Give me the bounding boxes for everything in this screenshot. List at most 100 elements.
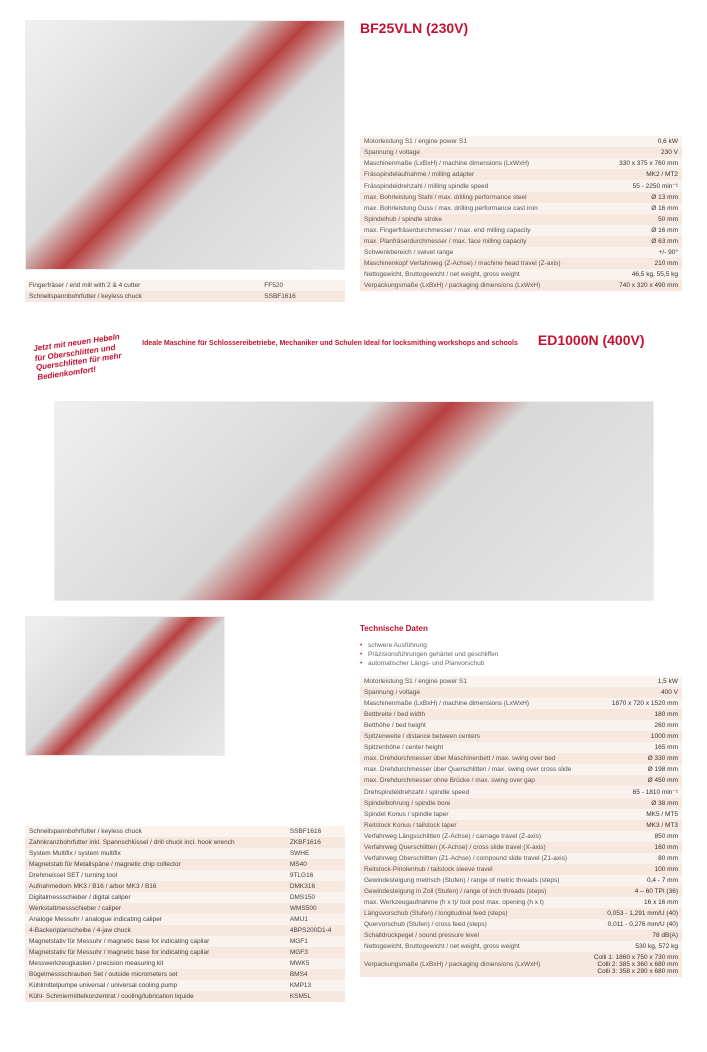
spec-label: Spindelhub / spindle stroke (360, 214, 603, 225)
spec-row: Frässpindeldrehzahl / milling spindle sp… (360, 180, 682, 192)
spec-value: Ø 13 mm (603, 192, 682, 203)
accessory-row: 4-Backenplanscheibe / 4-jaw chuck4BPS200… (25, 925, 345, 936)
accessory-label: Messwerkzeugkasten / precision measuring… (25, 958, 270, 969)
spec-row: Bettbreite / bed width180 mm (360, 709, 682, 720)
spec-label: Maschinenmaße (LxBxH) / machine dimensio… (360, 158, 603, 169)
spec-value: 55 - 2250 min⁻¹ (603, 180, 682, 192)
spec-value: 160 mm (585, 842, 682, 853)
spec-value: Ø 450 mm (585, 775, 682, 786)
spec-label: Gewindesteigung metrisch (Stufen) / rang… (360, 875, 585, 886)
spec-label: max. Drehdurchmesser über Querschlitten … (360, 764, 585, 775)
accessory-code: SSBF1616 (244, 291, 345, 302)
spec-row: Gewindesteigung in Zoll (Stufen) / range… (360, 886, 682, 897)
accessory-label: Zahnkranzbohrfutter inkl. Spannschlüssel… (25, 837, 270, 848)
spec-row: Reitstock Konus / tailstock taperMK3 / M… (360, 820, 682, 831)
spec-row: max. Werkzeugaufnahme (h x t)/ tool post… (360, 897, 682, 908)
spec-row: Maschinenmaße (LxBxH) / machine dimensio… (360, 698, 682, 709)
accessory-code: KMP13 (270, 980, 345, 991)
accessory-label: Drehmeissel SET / turning tool (25, 870, 270, 881)
spec-row: Quervorschub (Stufen) / cross feed (step… (360, 919, 682, 930)
accessory-code: SWHE (270, 848, 345, 859)
spec-row: Maschinenmaße (LxBxH) / machine dimensio… (360, 158, 682, 169)
accessory-row: Drehmeissel SET / turning tool9TLG16 (25, 870, 345, 881)
spec-label: Maschinenkopf Verfahrweg (Z-Achse) / mac… (360, 258, 603, 269)
accessory-code: MGF3 (270, 947, 345, 958)
spec-label: Längsvorschub (Stufen) / longitudinal fe… (360, 908, 585, 919)
accessory-row: Zahnkranzbohrfutter inkl. Spannschlüssel… (25, 837, 345, 848)
accessory-label: Schnellspannbohrfutter / keyless chuck (25, 826, 270, 837)
spec-row: Nettogewicht, Bruttogewicht / net weight… (360, 941, 682, 952)
spec-row: Drehspindeldrehzahl / spindle speed65 - … (360, 786, 682, 798)
spec-label: Spindel Konus / spindle taper (360, 809, 585, 820)
accessory-row: System Multifix / system multifixSWHE (25, 848, 345, 859)
spec-value: Ø 38 mm (585, 798, 682, 809)
spec-row: Spannung / voltage400 V (360, 687, 682, 698)
spec-label: Nettogewicht, Bruttogewicht / net weight… (360, 941, 585, 952)
spec-value: MK3 / MT3 (585, 820, 682, 831)
product-section-1: Fingerfräser / end mill with 2 & 4 cutte… (25, 20, 682, 302)
accessory-row: Kühl- Schmiermittelkonzentrat / cooling/… (25, 991, 345, 1002)
spec-label: Spannung / voltage (360, 147, 603, 158)
spec-value: 850 mm (585, 831, 682, 842)
accessory-row: Schnellspannbohrfutter / keyless chuckSS… (25, 826, 345, 837)
spec-row: Verpackungsmaße (LxBxH) / packaging dime… (360, 280, 682, 291)
accessory-row: Kühlmittelpumpe universal / universal co… (25, 980, 345, 991)
spec-value: 210 mm (603, 258, 682, 269)
spec-row: max. Drehdurchmesser über Querschlitten … (360, 764, 682, 775)
spec-label: Gewindesteigung in Zoll (Stufen) / range… (360, 886, 585, 897)
spec-value: 260 mm (585, 720, 682, 731)
spec-label: max. Drehdurchmesser ohne Brücke / max. … (360, 775, 585, 786)
product-section-2: Jetzt mit neuen Hebelnfür Oberschlitten … (25, 332, 682, 1002)
spec-value: Ø 63 mm (603, 236, 682, 247)
spec-label: Reitstock Konus / tailstock taper (360, 820, 585, 831)
spec-value: 0,6 kW (603, 136, 682, 147)
spec-value: 530 kg, 572 kg (585, 941, 682, 952)
spec-row: Frässpindelaufnahme / milling adapterMK2… (360, 169, 682, 180)
spec-value: Ø 198 mm (585, 764, 682, 775)
product1-specs-table: Motorleistung S1 / engine power S10,6 kW… (360, 136, 682, 291)
spec-label: Frässpindelaufnahme / milling adapter (360, 169, 603, 180)
product2-left-column: Schnellspannbohrfutter / keyless chuckSS… (25, 616, 345, 1002)
spec-value: 46,5 kg, 55,5 kg (603, 269, 682, 280)
accessory-label: Werkstattmessschieber / caliper (25, 903, 270, 914)
spec-label: Spannung / voltage (360, 687, 585, 698)
spec-label: Quervorschub (Stufen) / cross feed (step… (360, 919, 585, 930)
spec-label: Betthöhe / bed height (360, 720, 585, 731)
product1-image (25, 20, 345, 270)
spec-value: 740 x 320 x 490 mm (603, 280, 682, 291)
spec-label: Motorleistung S1 / engine power S1 (360, 676, 585, 687)
accessory-label: Digitalmessschieber / digital caliper (25, 892, 270, 903)
accessory-row: Magnetstab für Metallspäne / magnetic ch… (25, 859, 345, 870)
spec-value: 1,5 kW (585, 676, 682, 687)
spec-value: Ø 330 mm (585, 753, 682, 764)
accessory-code: FF520 (244, 280, 345, 291)
spec-label: Verpackungsmaße (LxBxH) / packaging dime… (360, 952, 585, 977)
spec-label: max. Fingerfräserdurchmesser / max. end … (360, 225, 603, 236)
spec-row: Spitzenhöhe / center height165 mm (360, 742, 682, 753)
feature-item: Präzisionsführungen gehärtet und geschli… (360, 650, 682, 659)
spec-row: Maschinenkopf Verfahrweg (Z-Achse) / mac… (360, 258, 682, 269)
catalog-page: Fingerfräser / end mill with 2 & 4 cutte… (0, 0, 707, 1052)
product2-accessories-table: Schnellspannbohrfutter / keyless chuckSS… (25, 826, 345, 1002)
product1-title: BF25VLN (230V) (360, 20, 682, 36)
accessory-label: Kühl- Schmiermittelkonzentrat / cooling/… (25, 991, 270, 1002)
product2-image-large (54, 401, 654, 601)
spec-value: 400 V (585, 687, 682, 698)
accessory-row: Bügelmessschrauben Set / outside microme… (25, 969, 345, 980)
product1-accessories-table: Fingerfräser / end mill with 2 & 4 cutte… (25, 280, 345, 302)
accessory-row: Messwerkzeugkasten / precision measuring… (25, 958, 345, 969)
accessory-row: Analoge Messuhr / analogue indicating ca… (25, 914, 345, 925)
spec-row: Gewindesteigung metrisch (Stufen) / rang… (360, 875, 682, 886)
spec-value: 65 - 1810 min⁻¹ (585, 786, 682, 798)
accessory-row: Digitalmessschieber / digital caliperDMS… (25, 892, 345, 903)
spec-label: Maschinenmaße (LxBxH) / machine dimensio… (360, 698, 585, 709)
spec-row: Motorleistung S1 / engine power S11,5 kW (360, 676, 682, 687)
accessory-code: WMS500 (270, 903, 345, 914)
accessory-code: KSM5L (270, 991, 345, 1002)
spec-row: Schalldruckpegel / sound pressure level7… (360, 930, 682, 941)
spec-row: Verfahrweg Längsschlitten (Z-Achse) / ca… (360, 831, 682, 842)
accessory-code: 9TLG16 (270, 870, 345, 881)
accessory-row: Magnetstativ für Messuhr / magnetic base… (25, 947, 345, 958)
product2-specs-table: Motorleistung S1 / engine power S11,5 kW… (360, 676, 682, 977)
product1-left-column: Fingerfräser / end mill with 2 & 4 cutte… (25, 20, 345, 302)
